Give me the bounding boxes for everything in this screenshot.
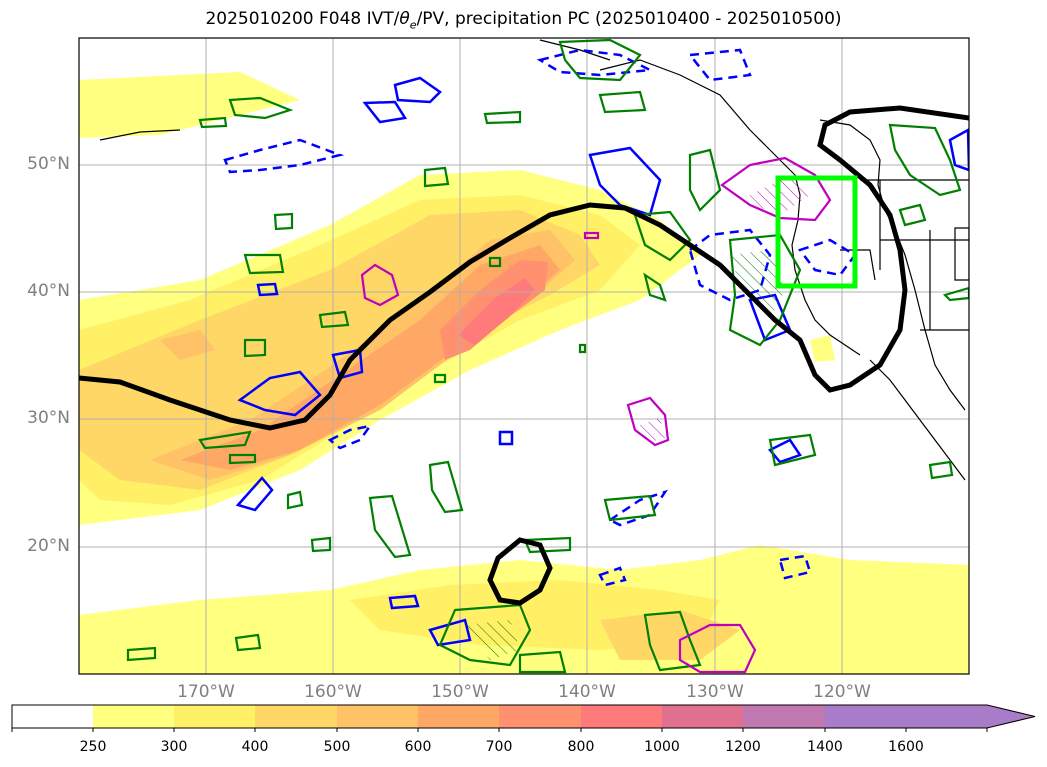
cb-tick-300: 300 <box>160 739 188 755</box>
precip-hatch <box>730 250 785 320</box>
cb-swatch-7 <box>581 705 662 728</box>
theta-e-dashed-contours <box>223 48 857 587</box>
cb-swatch-8 <box>662 705 743 728</box>
cb-swatch-10 <box>825 705 906 728</box>
precip-hatch-south <box>465 620 520 660</box>
cb-tick-250: 250 <box>79 739 107 755</box>
lon-label-140w: 140°W <box>558 682 616 702</box>
precip-pc-contours <box>126 38 969 674</box>
lon-label-130w: 130°W <box>686 682 744 702</box>
target-region-box <box>775 175 858 289</box>
colorbar <box>11 704 1036 732</box>
title-sub: e <box>409 18 417 32</box>
cb-swatch-1 <box>93 705 174 728</box>
cb-swatch-9 <box>743 705 825 728</box>
cb-extend-arrow <box>906 705 1035 728</box>
cb-tick-500: 500 <box>323 739 351 755</box>
title-prefix: 2025010200 F048 IVT/ <box>205 9 400 29</box>
title-theta: θ <box>399 9 410 29</box>
lat-label-50: 50°N <box>27 154 70 174</box>
cb-tick-1400: 1400 <box>807 739 843 755</box>
cb-swatch-2 <box>174 705 255 728</box>
cb-swatch-5 <box>418 705 499 728</box>
graticule <box>79 38 969 674</box>
map-plot-area <box>79 38 969 674</box>
magenta-hatch <box>740 175 810 215</box>
lon-label-120w: 120°W <box>813 682 871 702</box>
cb-tick-400: 400 <box>241 739 269 755</box>
cb-outline <box>11 704 1036 729</box>
cb-tick-1600: 1600 <box>888 739 924 755</box>
cb-swatch-0 <box>12 705 93 728</box>
magenta-hatch-2 <box>640 418 665 442</box>
cb-swatch-6 <box>499 705 581 728</box>
cb-tick-600: 600 <box>404 739 432 755</box>
lon-label-170w: 170°W <box>177 682 235 702</box>
title-suffix: /PV, precipitation PC (2025010400 - 2025… <box>416 9 842 29</box>
cb-swatch-3 <box>255 705 337 728</box>
cb-tick-700: 700 <box>485 739 513 755</box>
lat-label-40: 40°N <box>27 281 70 301</box>
magenta-contours <box>360 156 832 674</box>
map-frame <box>78 37 970 675</box>
cb-tick-800: 800 <box>567 739 595 755</box>
lon-label-150w: 150°W <box>431 682 489 702</box>
map-title: 2025010200 F048 IVT/θe/PV, precipitation… <box>0 9 1047 31</box>
pv-contour <box>79 105 969 606</box>
cb-tick-1000: 1000 <box>644 739 680 755</box>
lon-label-160w: 160°W <box>304 682 362 702</box>
ivt-shading <box>79 72 969 674</box>
cb-swatch-4 <box>337 705 418 728</box>
lat-label-20: 20°N <box>27 536 70 556</box>
lat-label-30: 30°N <box>27 408 70 428</box>
cb-tick-1200: 1200 <box>725 739 761 755</box>
